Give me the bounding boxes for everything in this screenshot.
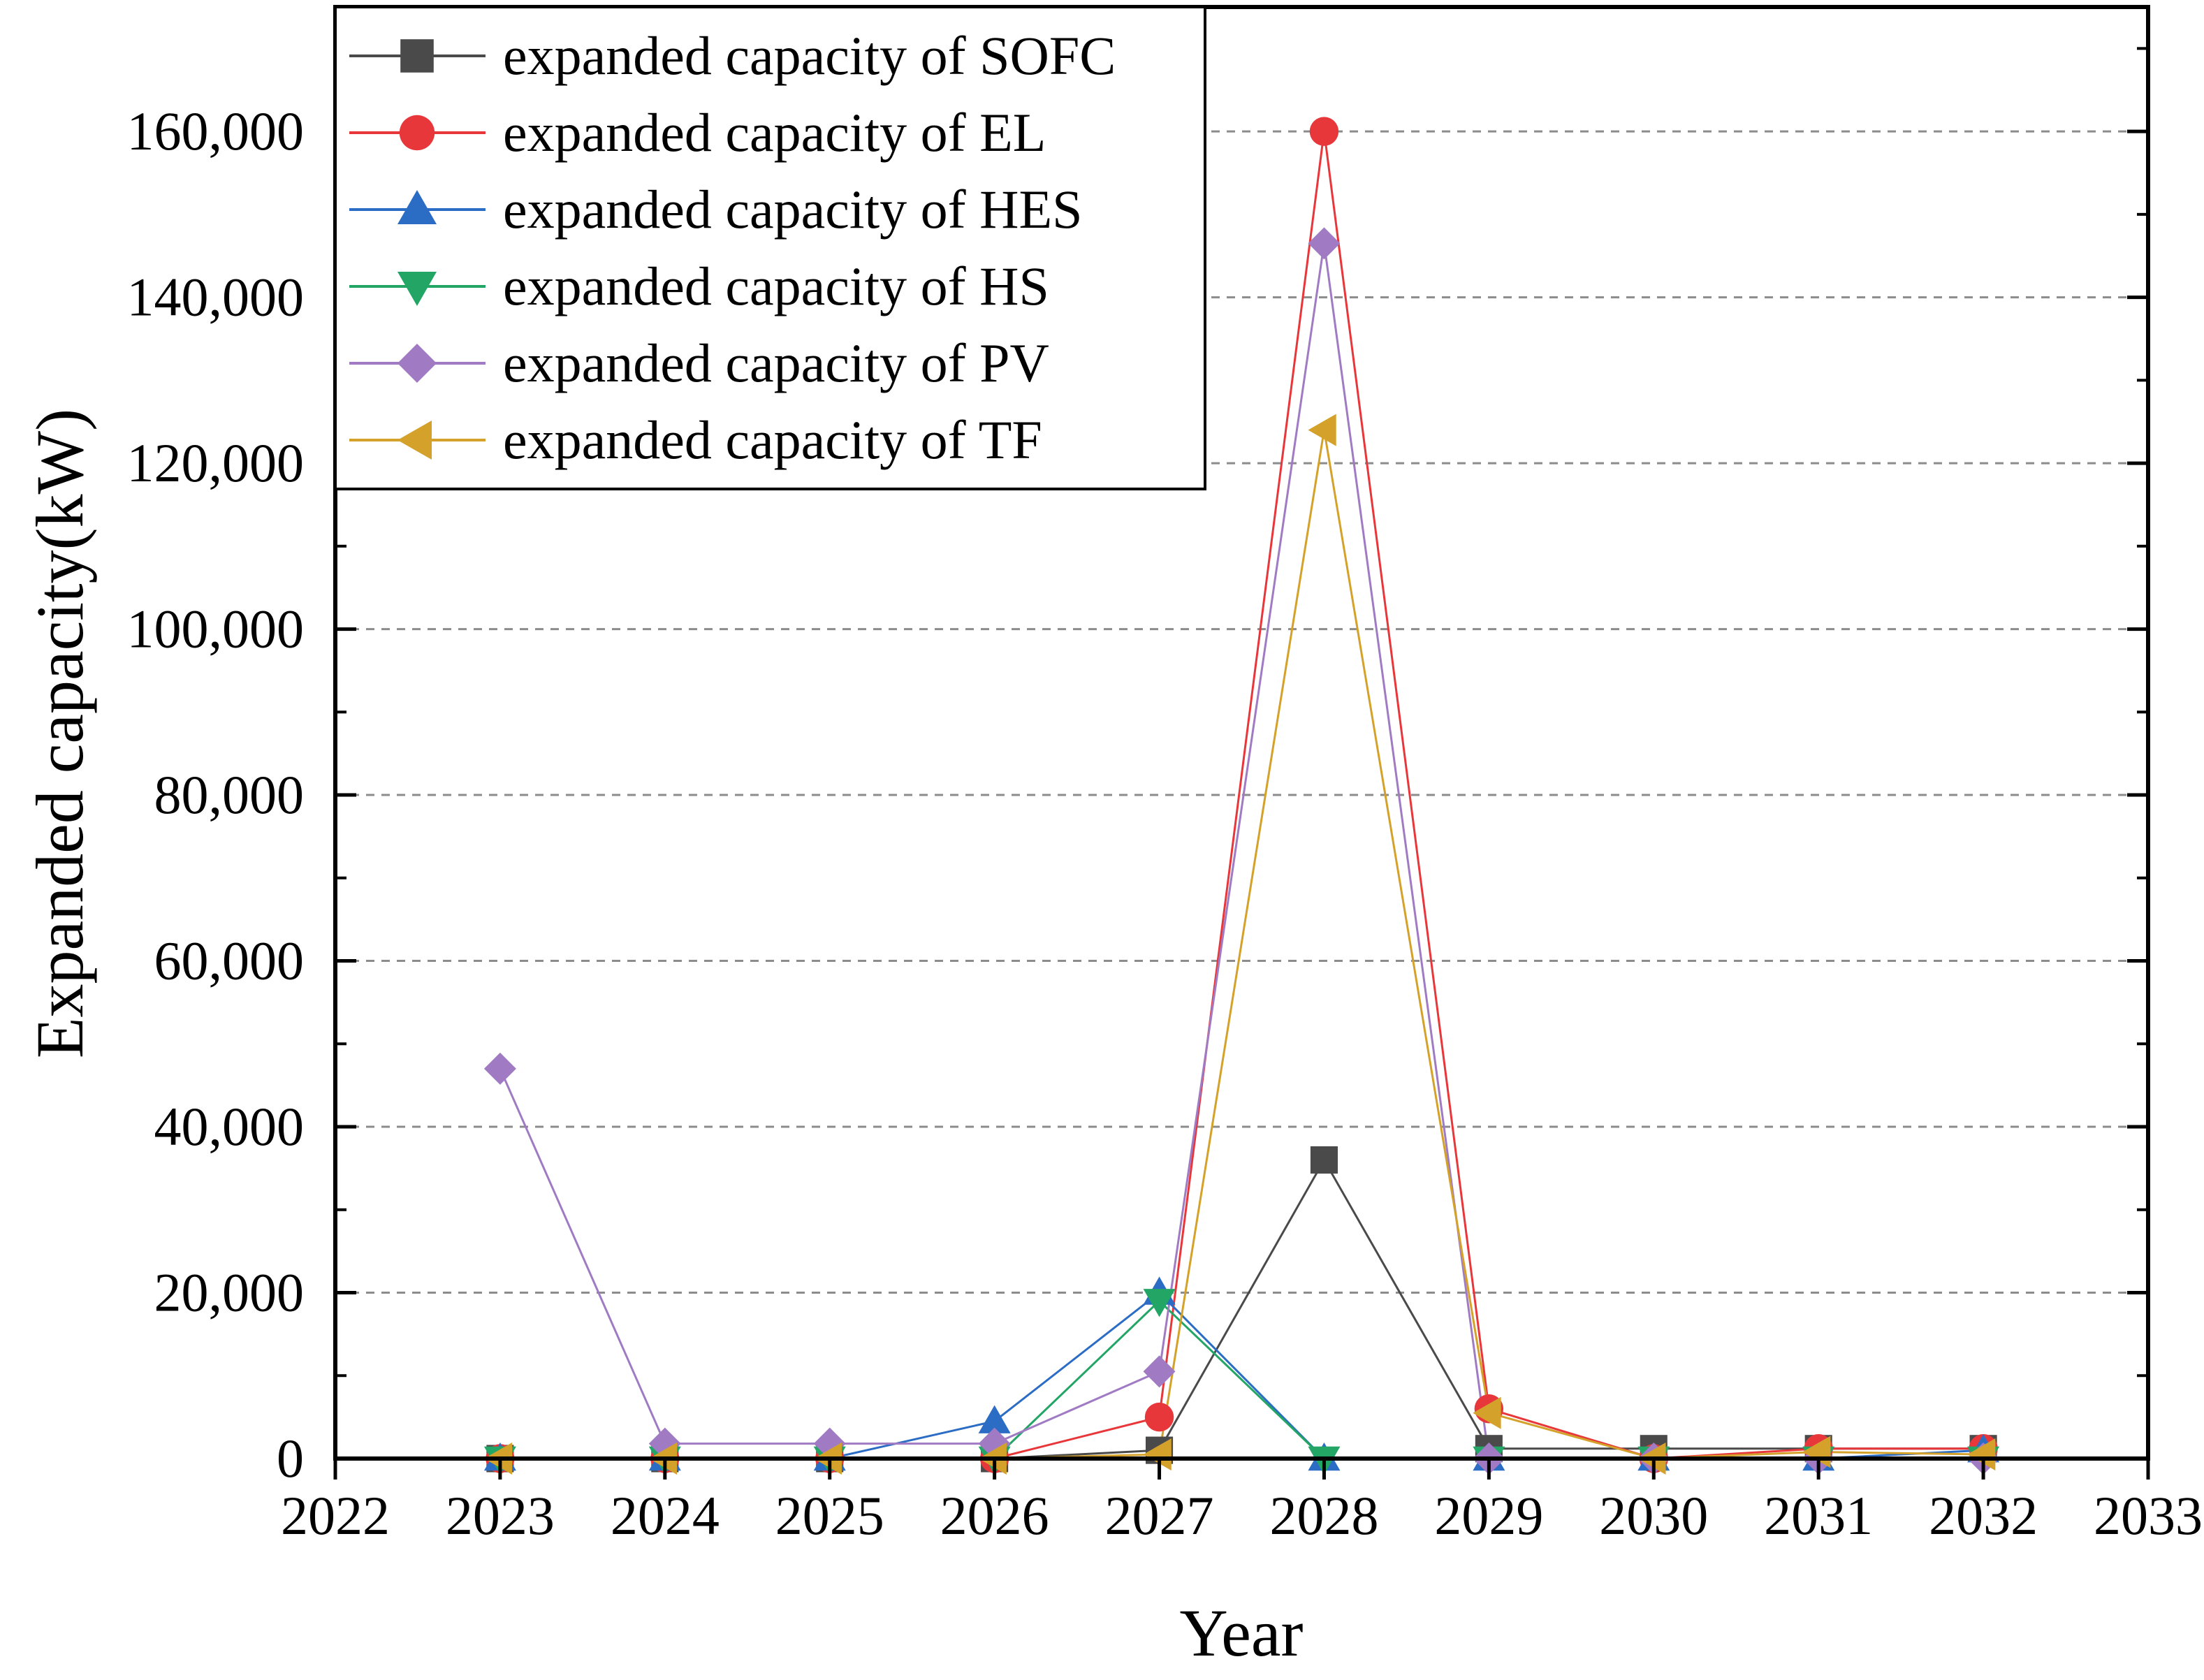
legend-entry: expanded capacity of EL [349,102,1046,163]
y-tick-label: 0 [277,1428,304,1489]
x-tick-label: 2033 [2094,1485,2203,1546]
x-tick-label: 2024 [611,1485,720,1546]
legend-label: expanded capacity of EL [503,102,1046,163]
x-tick-label: 2028 [1269,1485,1378,1546]
y-tick-label: 160,000 [127,101,305,161]
data-point-triangle-left [397,421,432,460]
series-line [499,1299,1984,1460]
data-point-triangle-up [978,1405,1011,1433]
series-line [499,1157,1984,1460]
legend-label: expanded capacity of HES [503,179,1083,240]
series-markers-6 [483,414,1996,1475]
data-point-triangle-left [1473,1396,1501,1429]
legend-entry: expanded capacity of TF [349,409,1042,470]
x-tick-label: 2029 [1434,1485,1543,1546]
y-tick-label: 40,000 [154,1096,305,1157]
x-tick-label: 2027 [1105,1485,1214,1546]
data-point-circle [1144,1402,1174,1432]
series-1 [499,1157,1984,1460]
x-tick-label: 2023 [446,1485,555,1546]
data-point-square [400,39,434,73]
x-tick-label: 2025 [775,1485,884,1546]
legend-box [334,6,1206,490]
series-markers-4 [483,1289,2000,1475]
data-point-circle [1309,117,1339,146]
data-point-triangle-up [397,190,437,224]
y-tick-label: 20,000 [154,1262,305,1323]
legend-entry: expanded capacity of SOFC [349,25,1116,86]
y-axis-title: Expanded capacity(kW) [22,409,97,1058]
data-point-triangle-down [1143,1289,1176,1317]
legend-label: expanded capacity of HS [503,256,1049,316]
data-point-diamond [1143,1355,1176,1388]
data-point-diamond [483,1052,516,1085]
series-4 [499,1299,1984,1460]
grid-lines [335,130,2148,1294]
data-point-triangle-left [1308,414,1336,446]
data-point-diamond [1308,227,1341,260]
y-tick-label: 140,000 [127,267,305,328]
legend-label: expanded capacity of TF [503,409,1042,470]
x-axis-title: Year [1180,1595,1304,1670]
x-tick-label: 2030 [1599,1485,1708,1546]
legend-entry: expanded capacity of PV [349,333,1049,393]
legend-label: expanded capacity of SOFC [503,25,1116,86]
legend-entry: expanded capacity of HES [349,179,1083,240]
legend-entry: expanded capacity of HS [349,256,1049,316]
plot-frame [333,5,2150,1461]
legend-label: expanded capacity of PV [503,333,1049,393]
x-tick-label: 2032 [1929,1485,2038,1546]
axis-ticks: 0 20,000 40,000 60,000 80,000 100,000 120,000 1… [127,47,2203,1546]
series-3 [499,1291,1984,1460]
series-line [499,1291,1984,1460]
data-point-triangle-left [1143,1438,1172,1471]
data-point-diamond [397,344,437,383]
data-point-circle [399,115,435,151]
data-point-triangle-left [1967,1438,1996,1471]
x-tick-label: 2026 [940,1485,1049,1546]
series-markers-1 [486,1146,1997,1473]
x-tick-label: 2031 [1764,1485,1873,1546]
y-tick-label: 80,000 [154,764,305,825]
y-tick-label: 120,000 [127,432,305,493]
y-tick-label: 100,000 [127,599,305,659]
y-tick-label: 60,000 [154,930,305,991]
x-tick-label: 2022 [281,1485,390,1546]
data-point-square [1310,1146,1338,1174]
data-point-triangle-down [397,272,437,306]
legend: expanded capacity of SOFC expanded capaci… [334,6,1206,490]
